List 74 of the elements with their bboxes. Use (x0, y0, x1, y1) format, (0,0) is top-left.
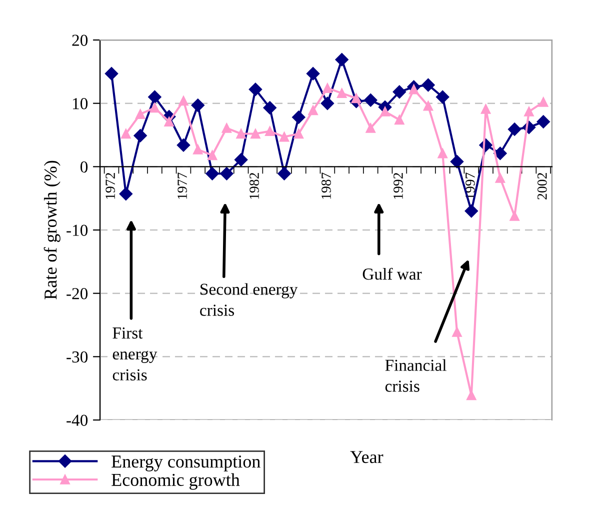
x-tick-label: 1992 (394, 172, 403, 199)
point (494, 146, 507, 160)
point (263, 101, 276, 114)
point (178, 96, 188, 106)
annotation: First energy crisis (112, 327, 158, 380)
point (104, 66, 118, 80)
point (408, 84, 419, 94)
point (422, 78, 435, 92)
x-tick-label: 1982 (250, 172, 259, 199)
point (366, 123, 376, 133)
point (236, 128, 246, 139)
point (464, 204, 478, 218)
point (380, 106, 390, 116)
point (394, 114, 404, 125)
point (508, 122, 522, 136)
y-axis-title: Rate of growth (%) (44, 160, 60, 300)
point (480, 104, 491, 114)
point (292, 110, 306, 124)
x-tick-label: 1987 (322, 172, 331, 199)
point (150, 102, 160, 113)
y-tick-label: -20 (66, 288, 88, 300)
y-tick-label: 20 (72, 34, 88, 46)
x-tick-label: 1977 (178, 172, 187, 199)
point (265, 126, 275, 136)
point (279, 132, 290, 142)
annotation: Gulf war (362, 268, 422, 280)
point (436, 90, 450, 104)
point (306, 66, 320, 80)
x-axis-title: Year (350, 451, 384, 464)
point (222, 123, 232, 133)
point (220, 167, 234, 180)
point (322, 83, 332, 93)
point (250, 128, 260, 139)
y-tick-label: -10 (66, 224, 88, 236)
point (336, 88, 347, 98)
point (278, 167, 291, 180)
point (176, 138, 190, 152)
point (207, 150, 218, 160)
y-tick-label: -30 (66, 351, 88, 363)
annotation: Financial crisis (385, 359, 446, 392)
point (121, 128, 131, 139)
point (308, 105, 318, 116)
point (193, 144, 203, 154)
y-tick-label: 0 (80, 161, 88, 173)
point (452, 327, 462, 337)
point (148, 90, 162, 104)
x-tick-label: 2002 (537, 172, 547, 200)
annotation: Second energy crisis (200, 283, 298, 316)
y-tick-label: -40 (66, 414, 88, 426)
point (320, 96, 334, 110)
point (135, 109, 146, 119)
point (438, 148, 448, 158)
point (495, 173, 506, 183)
point (510, 211, 520, 221)
point (423, 101, 434, 111)
point (538, 97, 548, 107)
point (119, 187, 132, 200)
point (364, 94, 378, 107)
point (524, 106, 534, 116)
point (294, 128, 304, 139)
point (191, 98, 204, 112)
point (392, 85, 406, 99)
y-tick-label: 10 (72, 98, 88, 110)
point (134, 129, 147, 142)
point (234, 153, 248, 166)
point (450, 155, 464, 168)
x-tick-label: 1972 (106, 172, 115, 199)
point (335, 53, 348, 66)
legend-label: Energy consumption (112, 456, 260, 472)
point (248, 82, 262, 96)
point (164, 116, 174, 127)
point (536, 115, 550, 128)
point (206, 167, 219, 180)
legend-label: Economic growth (112, 473, 240, 490)
